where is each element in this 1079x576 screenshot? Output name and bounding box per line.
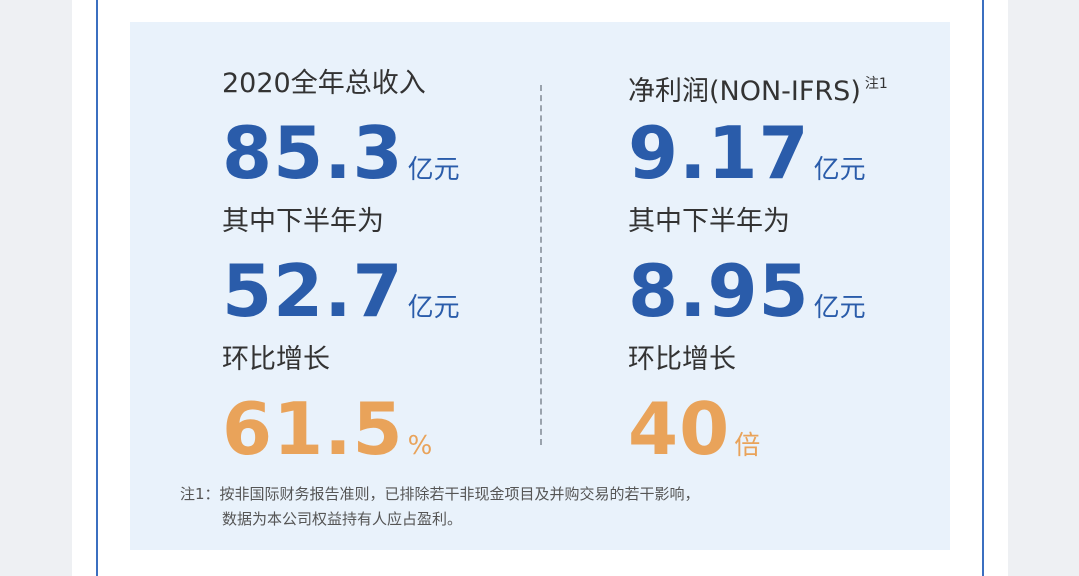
value-row: 8.95 亿元: [628, 244, 888, 338]
footnote-line: 注1：按非国际财务报告准则，已排除若干非现金项目及并购交易的若干影响，: [180, 485, 700, 503]
value-row: 85.3 亿元: [222, 106, 460, 200]
label: 其中下半年为: [628, 206, 790, 237]
value: 8.95: [628, 249, 810, 333]
unit: 亿元: [813, 155, 866, 185]
left-column: 2020全年总收入 85.3 亿元 其中下半年为 52.7 亿元 环比增长 61.5…: [222, 62, 460, 476]
value-row: 52.7 亿元: [222, 244, 460, 338]
value-row: 61.5%: [222, 382, 460, 476]
card-edge: [96, 0, 98, 576]
unit: 亿元: [407, 293, 460, 323]
unit: 亿元: [407, 155, 460, 185]
value: 61.5: [222, 387, 404, 471]
footnote: 注1：按非国际财务报告准则，已排除若干非现金项目及并购交易的若干影响， 数据为本…: [180, 482, 700, 532]
label-text: 净利润(NON-IFRS): [628, 76, 861, 107]
unit: 亿元: [813, 293, 866, 323]
note-mark: 注1: [864, 76, 888, 92]
right-column: 净利润(NON-IFRS) 注1 9.17 亿元 其中下半年为 8.95 亿元 环比增…: [628, 62, 888, 476]
value: 9.17: [628, 111, 810, 195]
footnote-line: 数据为本公司权益持有人应占盈利。: [222, 510, 463, 528]
value: 40: [628, 387, 731, 471]
unit: %: [407, 431, 433, 461]
value-row: 40 倍: [628, 382, 888, 476]
value: 85.3: [222, 111, 404, 195]
label: 环比增长: [628, 344, 736, 375]
label: 环比增长: [222, 344, 330, 375]
divider: [540, 85, 542, 445]
card-edge: [982, 0, 984, 576]
label: 其中下半年为: [222, 206, 384, 237]
value-row: 9.17 亿元: [628, 106, 888, 200]
value: 52.7: [222, 249, 404, 333]
unit: 倍: [734, 431, 761, 461]
label: 2020全年总收入: [222, 68, 426, 99]
label: 净利润(NON-IFRS) 注1: [628, 62, 888, 107]
